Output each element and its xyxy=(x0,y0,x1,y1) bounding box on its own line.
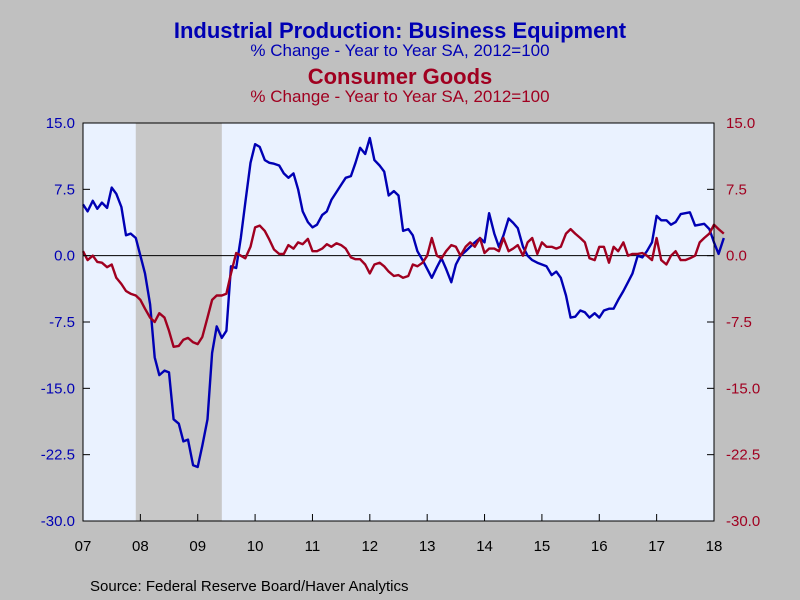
y-tick-label-right: 7.5 xyxy=(726,181,747,198)
y-tick-label-left: -7.5 xyxy=(49,314,75,331)
chart-subtitle: % Change - Year to Year SA, 2012=100 xyxy=(250,41,550,60)
y-tick-label-right: -7.5 xyxy=(726,314,752,331)
y-tick-label-right: -15.0 xyxy=(726,380,760,397)
source-note: Source: Federal Reserve Board/Haver Anal… xyxy=(90,578,409,595)
y-tick-label-right: -22.5 xyxy=(726,447,760,464)
y-tick-label-left: -15.0 xyxy=(41,380,75,397)
x-tick-label: 08 xyxy=(132,538,149,555)
x-tick-label: 16 xyxy=(591,538,608,555)
x-tick-label: 15 xyxy=(534,538,551,555)
x-tick-label: 18 xyxy=(706,538,723,555)
recession-band xyxy=(135,123,222,521)
chart-subtitle-secondary: % Change - Year to Year SA, 2012=100 xyxy=(250,87,550,106)
series-line-consumer-goods xyxy=(81,223,725,348)
x-tick-label: 10 xyxy=(247,538,264,555)
y-tick-label-left: 7.5 xyxy=(54,181,75,198)
y-tick-label-left: -22.5 xyxy=(41,447,75,464)
x-tick-label: 07 xyxy=(75,538,92,555)
x-tick-label: 12 xyxy=(361,538,378,555)
y-tick-label-left: 0.0 xyxy=(54,248,75,265)
y-tick-label-right: 15.0 xyxy=(726,115,755,132)
x-tick-label: 13 xyxy=(419,538,436,555)
y-tick-label-left: 15.0 xyxy=(46,115,75,132)
y-tick-label-left: -30.0 xyxy=(41,513,75,530)
x-tick-label: 11 xyxy=(305,538,321,555)
chart-title: Industrial Production: Business Equipmen… xyxy=(173,18,627,43)
x-tick-label: 17 xyxy=(648,538,665,555)
y-tick-label-right: 0.0 xyxy=(726,248,747,265)
x-tick-label: 09 xyxy=(189,538,206,555)
chart-title-secondary: Consumer Goods xyxy=(307,64,493,89)
y-tick-label-right: -30.0 xyxy=(726,513,760,530)
series-line-business-equipment xyxy=(81,136,725,469)
x-tick-label: 14 xyxy=(476,538,493,555)
